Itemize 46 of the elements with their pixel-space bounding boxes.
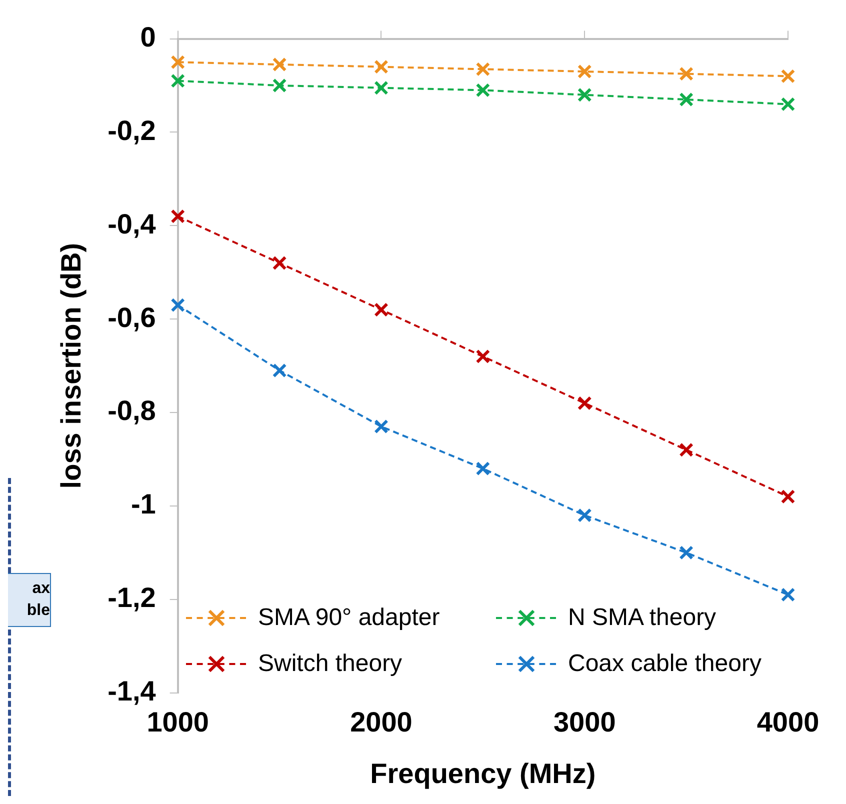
legend-label: SMA 90° adapter — [258, 604, 440, 632]
point — [780, 489, 796, 504]
point — [577, 88, 592, 102]
point — [272, 363, 287, 378]
y-tick-label: 0 — [140, 22, 156, 53]
legend-label: Coax cable theory — [568, 650, 762, 678]
point — [374, 419, 388, 434]
point — [374, 60, 388, 74]
point — [272, 256, 287, 270]
point — [780, 588, 796, 602]
y-tick-label: -1,4 — [108, 676, 156, 707]
point — [679, 442, 694, 458]
y-tick-label: -1 — [130, 488, 156, 520]
point — [170, 298, 186, 312]
point — [272, 78, 287, 93]
point — [374, 302, 388, 317]
point — [170, 209, 186, 224]
y-tick-label: -0,4 — [108, 208, 156, 240]
point — [170, 55, 186, 70]
point — [476, 83, 490, 98]
point — [577, 64, 592, 79]
point — [272, 57, 287, 72]
x-tick-label: 4000 — [756, 706, 820, 738]
y-tick-label: -0,8 — [108, 395, 156, 426]
x-tick-label: 1000 — [146, 706, 209, 738]
point — [476, 62, 490, 76]
y-tick-label: -0,2 — [108, 114, 156, 146]
point — [374, 80, 388, 96]
x-tick-label: 2000 — [350, 706, 412, 738]
point — [679, 66, 694, 81]
point — [679, 546, 694, 560]
legend-label: N SMA theory — [568, 604, 716, 632]
x-tick-label: 3000 — [553, 706, 616, 738]
y-axis-title: loss insertion (dB) — [56, 242, 87, 489]
point — [577, 508, 592, 522]
y-tick-label: -0,6 — [108, 302, 156, 333]
point — [170, 74, 186, 88]
x-axis-title: Frequency (MHz) — [370, 758, 596, 789]
point — [476, 349, 490, 364]
legend-label: Switch theory — [258, 650, 402, 678]
point — [476, 461, 490, 476]
point — [780, 97, 796, 112]
point — [780, 69, 796, 84]
point — [679, 92, 694, 107]
y-tick-label: -1,2 — [108, 582, 156, 614]
point — [577, 396, 592, 410]
